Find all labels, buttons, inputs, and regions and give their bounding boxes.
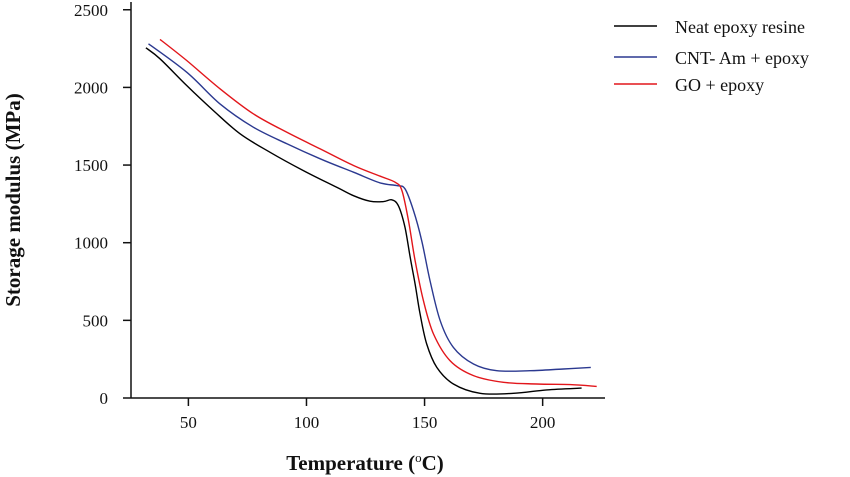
x-tick-label: 200	[530, 413, 556, 432]
x-tick-label: 100	[294, 413, 320, 432]
y-ticks: 0 500 1000 1500 2000 2500	[74, 1, 131, 408]
y-tick-label: 0	[100, 389, 109, 408]
y-tick-label: 1500	[74, 156, 108, 175]
legend-label: GO + epoxy	[675, 75, 764, 95]
series-line-0	[145, 47, 582, 395]
y-axis-label: Storage modulus (MPa)	[1, 93, 25, 307]
legend: Neat epoxy resine CNT- Am + epoxy GO + epo…	[614, 17, 809, 95]
plot-area	[145, 38, 597, 395]
y-tick-label: 1000	[74, 234, 108, 253]
series-line-2	[159, 38, 597, 388]
y-tick-label: 500	[83, 311, 109, 330]
y-tick-label: 2000	[74, 78, 108, 97]
x-axis-label: Temperature (oC)	[286, 450, 444, 475]
x-tick-label: 50	[180, 413, 197, 432]
y-tick-label: 2500	[74, 1, 108, 20]
x-ticks: 50 100 150 200	[180, 398, 556, 432]
series-line-1	[148, 43, 591, 372]
x-tick-label: 150	[412, 413, 438, 432]
legend-label: Neat epoxy resine	[675, 17, 805, 37]
legend-label: CNT- Am + epoxy	[675, 48, 809, 68]
